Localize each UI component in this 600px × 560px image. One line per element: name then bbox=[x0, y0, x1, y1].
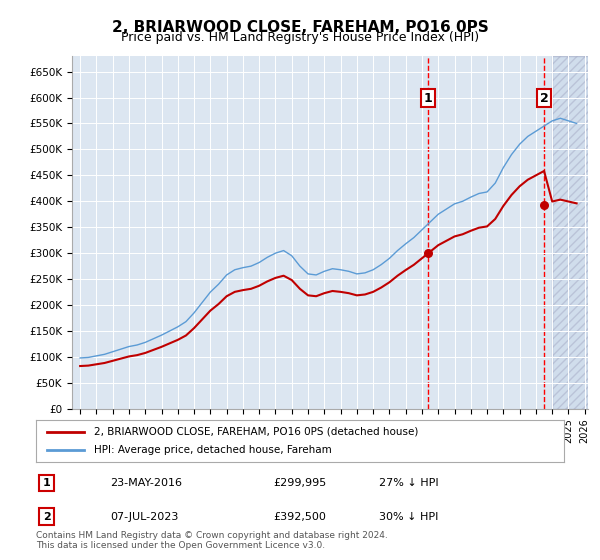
Text: 27% ↓ HPI: 27% ↓ HPI bbox=[379, 478, 439, 488]
Point bbox=[424, 249, 433, 258]
Text: HPI: Average price, detached house, Fareham: HPI: Average price, detached house, Fare… bbox=[94, 445, 332, 455]
Text: 07-JUL-2023: 07-JUL-2023 bbox=[110, 512, 178, 521]
Text: 2: 2 bbox=[540, 92, 548, 105]
Text: 2, BRIARWOOD CLOSE, FAREHAM, PO16 0PS: 2, BRIARWOOD CLOSE, FAREHAM, PO16 0PS bbox=[112, 20, 488, 35]
Text: 30% ↓ HPI: 30% ↓ HPI bbox=[379, 512, 439, 521]
Text: £299,995: £299,995 bbox=[274, 478, 327, 488]
Bar bbox=[552, 56, 588, 409]
Text: Price paid vs. HM Land Registry's House Price Index (HPI): Price paid vs. HM Land Registry's House … bbox=[121, 31, 479, 44]
Text: 1: 1 bbox=[43, 478, 50, 488]
Bar bbox=[552, 56, 588, 409]
Text: 1: 1 bbox=[424, 92, 433, 105]
Point bbox=[539, 200, 549, 209]
Text: 2: 2 bbox=[43, 512, 50, 521]
Text: Contains HM Land Registry data © Crown copyright and database right 2024.
This d: Contains HM Land Registry data © Crown c… bbox=[36, 530, 388, 550]
Text: 23-MAY-2016: 23-MAY-2016 bbox=[110, 478, 182, 488]
Text: £392,500: £392,500 bbox=[274, 512, 326, 521]
Text: 2, BRIARWOOD CLOSE, FAREHAM, PO16 0PS (detached house): 2, BRIARWOOD CLOSE, FAREHAM, PO16 0PS (d… bbox=[94, 427, 418, 437]
